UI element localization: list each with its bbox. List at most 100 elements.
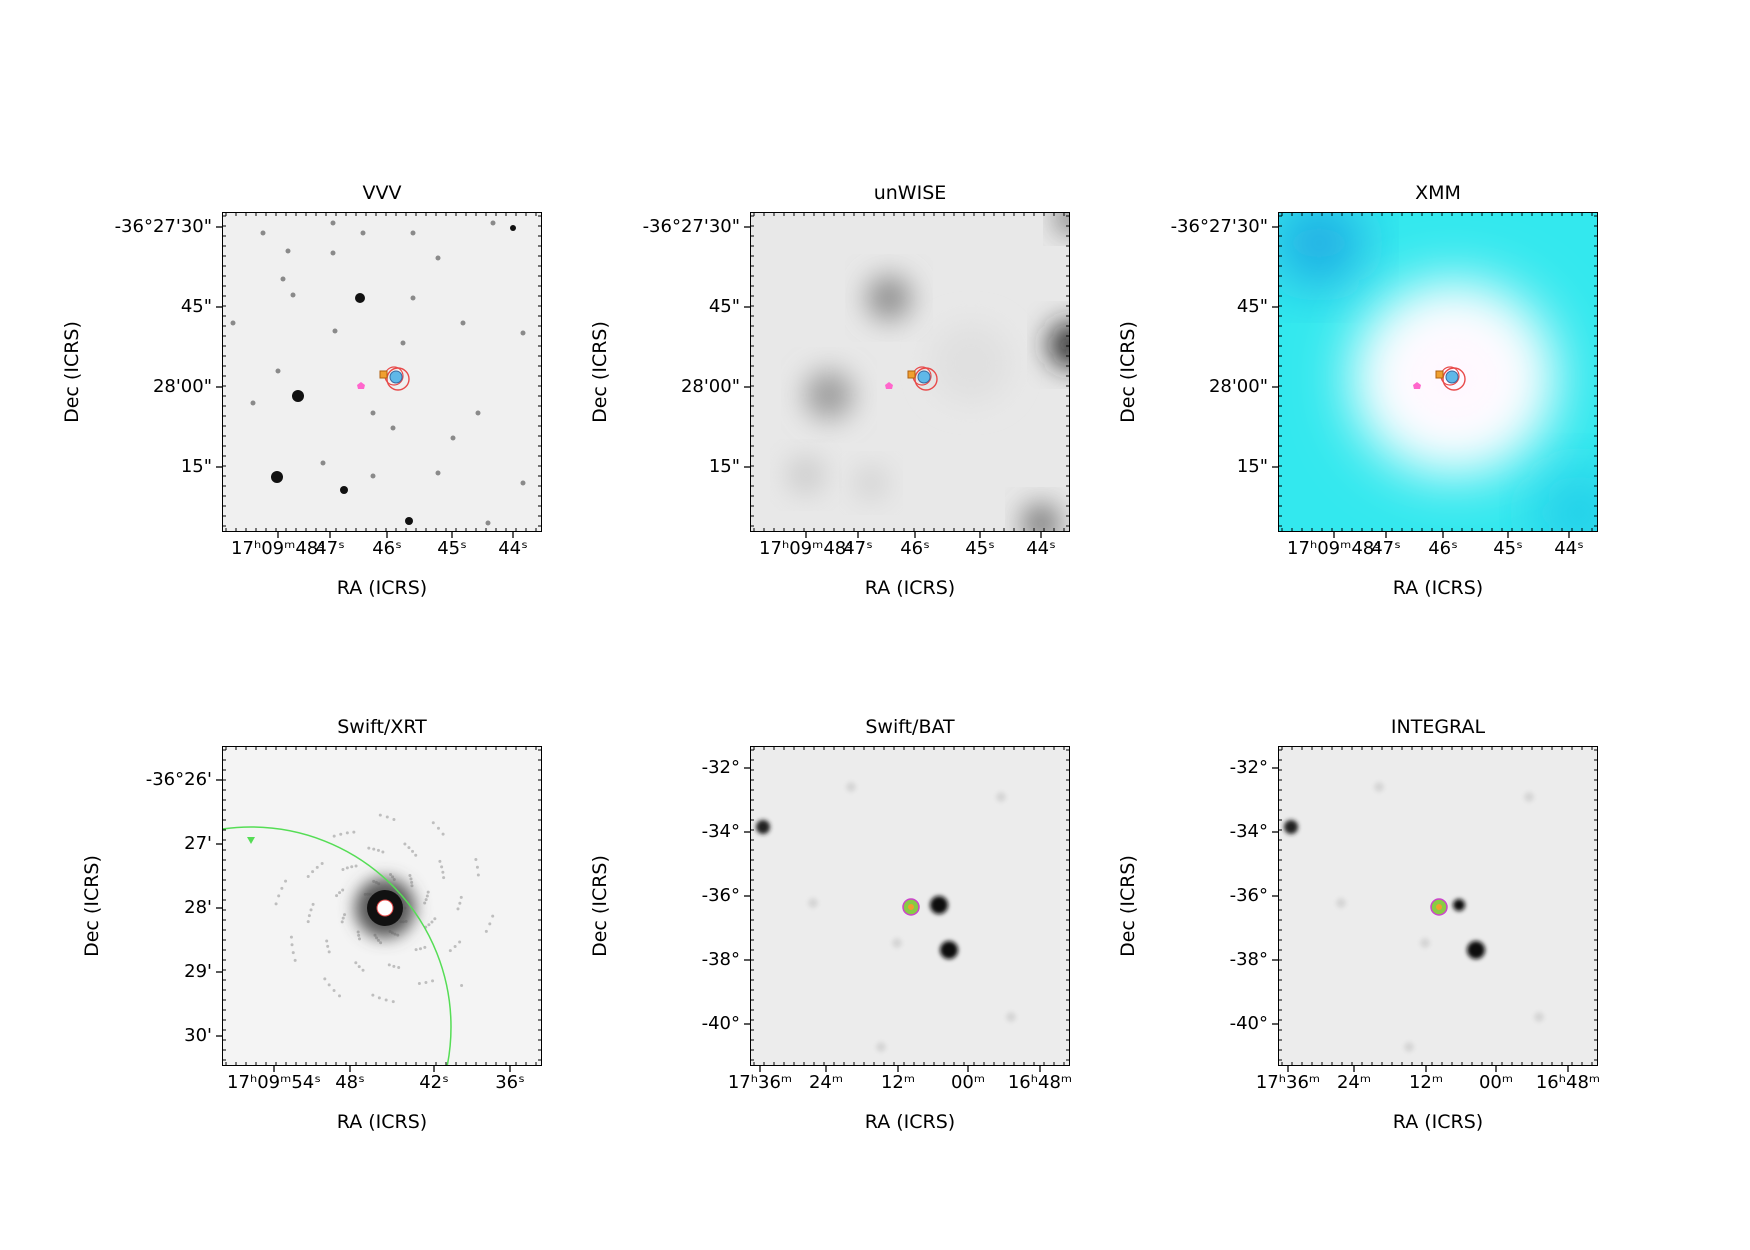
y-tick-label: -36° bbox=[1229, 885, 1268, 906]
panel-title: XMM bbox=[1415, 182, 1461, 204]
y-tick-label: -34° bbox=[1229, 821, 1268, 842]
y-tick-label: -36°27'30" bbox=[114, 216, 212, 237]
x-tick-label: 46ˢ bbox=[900, 538, 930, 559]
x-tick-label: 12ᵐ bbox=[880, 1072, 916, 1093]
panel-swift-bat: Swift/BAT -32° -34° -36° -38° -40° 17ʰ36ᵐ 24ᵐ 12… bbox=[589, 716, 1072, 1133]
panel-integral: INTEGRAL -32° -34° -36° -38° -40° 17ʰ36ᵐ 24ᵐ 12ᵐ… bbox=[1117, 716, 1600, 1133]
x-tick-label: 17ʰ09ᵐ48ˢ bbox=[231, 538, 325, 559]
x-tick-label: 48ˢ bbox=[335, 1072, 365, 1093]
x-tick-label: 24ᵐ bbox=[1336, 1072, 1372, 1093]
panel-xmm: XMM -36°27'30" 45" 28'00" 15" 17ʰ09ᵐ48ˢ 47ˢ 46ˢ… bbox=[1117, 182, 1598, 599]
source-markers bbox=[885, 366, 938, 391]
x-axis-label: RA (ICRS) bbox=[336, 1111, 428, 1133]
x-tick-label: 17ʰ09ᵐ48ˢ bbox=[759, 538, 853, 559]
y-axis-label: Dec (ICRS) bbox=[589, 321, 611, 423]
x-tick-label: 45ˢ bbox=[437, 538, 467, 559]
image-frame bbox=[222, 212, 542, 532]
sky-image bbox=[230, 220, 526, 526]
panel-vvv: VVV -36°27'30" 45" 28'00" 15" 17ʰ09ᵐ48ˢ 47ˢ 46ˢ… bbox=[61, 182, 542, 599]
image-frame bbox=[222, 746, 542, 1066]
y-tick-label: -36°27'30" bbox=[642, 216, 740, 237]
x-tick-label: 17ʰ09ᵐ54ˢ bbox=[227, 1072, 321, 1093]
x-tick-label: 44ˢ bbox=[498, 538, 528, 559]
x-tick-label: 16ʰ48ᵐ bbox=[1007, 1072, 1073, 1093]
y-tick-label: -32° bbox=[701, 757, 740, 778]
sky-image bbox=[756, 782, 1016, 1052]
y-tick-label: 27' bbox=[184, 833, 212, 854]
x-tick-label: 00ᵐ bbox=[950, 1072, 986, 1093]
image-frame bbox=[750, 212, 1070, 532]
x-tick-label: 44ˢ bbox=[1554, 538, 1584, 559]
x-tick-label: 47ˢ bbox=[843, 538, 873, 559]
sky-image bbox=[788, 213, 1069, 531]
y-tick-label: -36° bbox=[701, 885, 740, 906]
y-tick-label: 28'00" bbox=[1208, 376, 1268, 397]
y-tick-label: 45" bbox=[708, 296, 740, 317]
y-tick-label: -36°27'30" bbox=[1170, 216, 1268, 237]
panel-unwise: unWISE -36°27'30" 45" 28'00" 15" 17ʰ09ᵐ48ˢ 47ˢ… bbox=[589, 182, 1070, 599]
panel-title: VVV bbox=[362, 182, 402, 204]
axis-ticks bbox=[1272, 746, 1598, 1072]
x-tick-label: 12ᵐ bbox=[1408, 1072, 1444, 1093]
x-tick-label: 47ˢ bbox=[1371, 538, 1401, 559]
panel-swift-xrt: Swift/XRT -36°26' 27' 28' 29' 30' 17ʰ09ᵐ54ˢ 48ˢ… bbox=[81, 716, 542, 1133]
sky-image bbox=[1284, 782, 1544, 1052]
x-axis-label: RA (ICRS) bbox=[336, 577, 428, 599]
y-tick-label: -36°26' bbox=[145, 769, 212, 790]
image-frame bbox=[750, 746, 1070, 1066]
x-tick-label: 17ʰ09ᵐ48ˢ bbox=[1287, 538, 1381, 559]
y-axis-label: Dec (ICRS) bbox=[1117, 321, 1139, 423]
y-tick-label: -34° bbox=[701, 821, 740, 842]
y-axis-label: Dec (ICRS) bbox=[589, 855, 611, 957]
x-tick-label: 44ˢ bbox=[1026, 538, 1056, 559]
y-tick-label: -40° bbox=[1229, 1013, 1268, 1034]
y-axis-label: Dec (ICRS) bbox=[1117, 855, 1139, 957]
axis-ticks bbox=[744, 212, 1070, 538]
axis-ticks bbox=[1272, 212, 1598, 538]
y-tick-label: -38° bbox=[1229, 949, 1268, 970]
x-tick-label: 16ʰ48ᵐ bbox=[1535, 1072, 1601, 1093]
y-tick-label: 45" bbox=[1236, 296, 1268, 317]
y-tick-label: 15" bbox=[180, 456, 212, 477]
x-tick-label: 46ˢ bbox=[1428, 538, 1458, 559]
image-frame bbox=[1278, 746, 1598, 1066]
panel-title: Swift/BAT bbox=[865, 716, 955, 738]
y-tick-label: 45" bbox=[180, 296, 212, 317]
panel-title: unWISE bbox=[873, 182, 947, 204]
y-axis-label: Dec (ICRS) bbox=[61, 321, 83, 423]
y-tick-label: 15" bbox=[1236, 456, 1268, 477]
x-tick-label: 45ˢ bbox=[965, 538, 995, 559]
y-tick-label: -32° bbox=[1229, 757, 1268, 778]
y-tick-label: 28' bbox=[184, 897, 212, 918]
x-tick-label: 24ᵐ bbox=[808, 1072, 844, 1093]
x-axis-label: RA (ICRS) bbox=[1392, 1111, 1484, 1133]
x-tick-label: 42ˢ bbox=[419, 1072, 449, 1093]
y-tick-label: -40° bbox=[701, 1013, 740, 1034]
panel-title: INTEGRAL bbox=[1390, 716, 1486, 738]
x-axis-label: RA (ICRS) bbox=[864, 1111, 956, 1133]
x-tick-label: 47ˢ bbox=[315, 538, 345, 559]
y-tick-label: 15" bbox=[708, 456, 740, 477]
image-frame bbox=[1278, 212, 1598, 532]
panel-title: Swift/XRT bbox=[337, 716, 427, 738]
sky-image bbox=[1279, 213, 1597, 531]
x-tick-label: 17ʰ36ᵐ bbox=[1255, 1072, 1321, 1093]
y-tick-label: 28'00" bbox=[152, 376, 212, 397]
x-tick-label: 17ʰ36ᵐ bbox=[727, 1072, 793, 1093]
y-axis-label: Dec (ICRS) bbox=[81, 855, 103, 957]
x-axis-label: RA (ICRS) bbox=[1392, 577, 1484, 599]
x-tick-label: 36ˢ bbox=[495, 1072, 525, 1093]
x-axis-label: RA (ICRS) bbox=[864, 577, 956, 599]
axis-ticks bbox=[744, 746, 1070, 1072]
source-markers bbox=[357, 366, 410, 391]
y-tick-label: 30' bbox=[184, 1025, 212, 1046]
y-tick-label: 28'00" bbox=[680, 376, 740, 397]
sky-image bbox=[223, 813, 495, 1065]
x-tick-label: 45ˢ bbox=[1493, 538, 1523, 559]
axis-ticks bbox=[216, 212, 542, 538]
y-tick-label: -38° bbox=[701, 949, 740, 970]
y-tick-label: 29' bbox=[184, 961, 212, 982]
source-markers bbox=[1413, 366, 1466, 391]
x-tick-label: 46ˢ bbox=[372, 538, 402, 559]
x-tick-label: 00ᵐ bbox=[1478, 1072, 1514, 1093]
